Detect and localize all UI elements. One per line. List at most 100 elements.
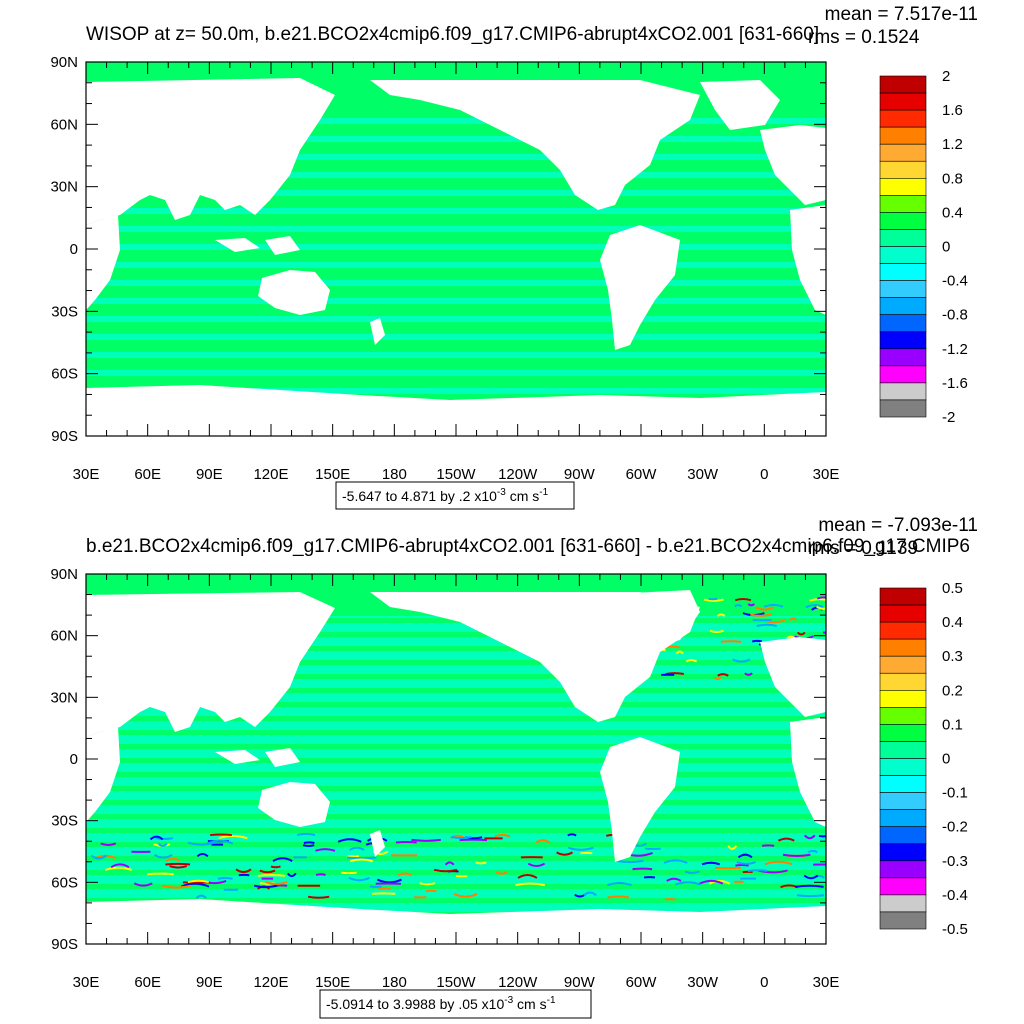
panel-2-land-south-america bbox=[600, 737, 680, 862]
anomaly-squiggle bbox=[147, 872, 174, 876]
anomaly-squiggle bbox=[795, 884, 824, 888]
colorbar-swatch bbox=[879, 860, 927, 879]
anomaly-squiggle bbox=[567, 846, 594, 851]
anomaly-squiggle bbox=[720, 640, 742, 643]
colorbar-swatch bbox=[879, 758, 927, 776]
anomaly-squiggle bbox=[206, 839, 234, 845]
colorbar-swatch bbox=[879, 672, 927, 691]
panel-2-land-north-america bbox=[370, 592, 700, 722]
x-tick-label: 60E bbox=[134, 974, 161, 991]
anomaly-squiggle bbox=[607, 895, 630, 899]
colorbar-label: -0.8 bbox=[942, 307, 968, 324]
y-tick-label: 30S bbox=[51, 303, 78, 320]
colorbar-label: -1.2 bbox=[942, 341, 968, 358]
colorbar-label: -0.1 bbox=[942, 785, 968, 802]
panel-2: b.e21.BCO2x4cmip6.f09_g17.CMIP6-abrupt4x… bbox=[50, 515, 978, 1019]
colorbar-swatch bbox=[879, 314, 927, 333]
anomaly-squiggle bbox=[744, 672, 753, 676]
anomaly-squiggle bbox=[805, 604, 824, 609]
anomaly-squiggle bbox=[494, 833, 511, 838]
anomaly-squiggle bbox=[777, 837, 795, 842]
panel-1-land bbox=[86, 78, 826, 436]
y-tick-label: 60N bbox=[50, 116, 78, 133]
anomaly-squiggle bbox=[789, 617, 797, 622]
panel-2-land-greenland bbox=[612, 590, 700, 648]
anomaly-squiggle bbox=[747, 869, 768, 873]
x-tick-label: 60W bbox=[626, 974, 658, 991]
x-tick-label: 30E bbox=[813, 974, 840, 991]
colorbar-swatch bbox=[879, 229, 927, 247]
colorbar-swatch bbox=[879, 399, 927, 418]
colorbar-swatch bbox=[879, 143, 927, 162]
colorbar-swatch bbox=[879, 638, 927, 657]
anomaly-squiggle bbox=[782, 853, 811, 857]
x-tick-label: 60W bbox=[626, 466, 658, 483]
anomaly-squiggle bbox=[750, 613, 773, 617]
anomaly-squiggle bbox=[495, 871, 508, 875]
colorbar-label: 0 bbox=[942, 751, 950, 768]
y-tick-label: 30S bbox=[51, 813, 78, 830]
panel-2-rms: rms = 0.1139 bbox=[808, 538, 918, 559]
anomaly-squiggle bbox=[90, 854, 107, 860]
anomaly-squiggle bbox=[803, 834, 816, 840]
colorbar-swatch bbox=[879, 126, 927, 145]
anomaly-squiggle bbox=[459, 838, 488, 842]
x-tick-label: 150E bbox=[315, 466, 350, 483]
anomaly-squiggle bbox=[180, 882, 210, 888]
colorbar-swatch bbox=[879, 741, 927, 759]
anomaly-squiggle bbox=[162, 884, 191, 889]
anomaly-squiggle bbox=[450, 835, 472, 840]
anomaly-squiggle bbox=[674, 881, 702, 886]
colorbar-label: 0.4 bbox=[942, 204, 963, 221]
panel-2-land bbox=[86, 590, 826, 944]
panel-2-range-text: -5.0914 to 3.9988 by .05 x10-3 cm s-1 bbox=[326, 995, 556, 1012]
anomaly-squiggle bbox=[264, 881, 288, 886]
anomaly-squiggle bbox=[347, 854, 360, 858]
anomaly-squiggle bbox=[606, 881, 632, 887]
colorbar-label: 0.8 bbox=[942, 170, 963, 187]
panel-1-range-text: -5.647 to 4.871 by .2 x10-3 cm s-1 bbox=[342, 487, 549, 504]
anomaly-squiggle bbox=[709, 629, 724, 633]
anomaly-squiggle bbox=[716, 613, 726, 617]
x-tick-label: 150W bbox=[436, 974, 476, 991]
colorbar-swatch bbox=[879, 382, 927, 401]
panel-2-y-axis: 90N 60N 30N 0 30S 60S 90S bbox=[50, 566, 826, 953]
panel-2-land-indonesia bbox=[215, 748, 300, 767]
colorbar-swatch bbox=[879, 365, 927, 384]
x-tick-label: 30W bbox=[687, 466, 719, 483]
x-tick-label: 0 bbox=[760, 466, 768, 483]
panel-2-land-nz bbox=[370, 830, 385, 857]
colorbar-label: -0.3 bbox=[942, 853, 968, 870]
colorbar-swatch bbox=[879, 92, 927, 111]
anomaly-squiggle bbox=[717, 673, 729, 677]
anomaly-squiggle bbox=[349, 858, 374, 863]
colorbar-swatch bbox=[879, 826, 927, 845]
anomaly-squiggle bbox=[685, 659, 698, 663]
x-tick-label: 90E bbox=[196, 974, 223, 991]
x-tick-label: 30E bbox=[73, 974, 100, 991]
anomaly-squiggle bbox=[517, 873, 538, 879]
anomaly-squiggle bbox=[165, 857, 181, 863]
colorbar-swatch bbox=[879, 212, 927, 230]
x-tick-label: 0 bbox=[760, 974, 768, 991]
colorbar-swatch bbox=[879, 604, 927, 623]
y-tick-label: 90S bbox=[51, 936, 78, 953]
panel-2-land-europe bbox=[760, 637, 826, 717]
panel-1-land-europe bbox=[760, 125, 826, 205]
x-tick-label: 30E bbox=[73, 466, 100, 483]
anomaly-squiggle bbox=[761, 844, 775, 847]
panel-2-title: b.e21.BCO2x4cmip6.f09_g17.CMIP6-abrupt4x… bbox=[86, 536, 970, 557]
panel-1-land-africa bbox=[86, 215, 120, 310]
panel-2-land-africa-right bbox=[790, 717, 826, 827]
anomaly-squiggle bbox=[764, 860, 793, 866]
anomaly-squiggle bbox=[796, 894, 824, 898]
panel-1-title: WISOP at z= 50.0m, b.e21.BCO2x4cmip6.f09… bbox=[86, 24, 819, 45]
anomaly-squiggle bbox=[235, 868, 252, 874]
y-tick-label: 0 bbox=[70, 241, 78, 258]
x-tick-label: 120E bbox=[253, 466, 288, 483]
colorbar-swatch bbox=[879, 877, 927, 896]
x-tick-label: 90W bbox=[564, 466, 596, 483]
anomaly-squiggle bbox=[751, 639, 763, 643]
panel-1-mean: mean = 7.517e-11 bbox=[825, 4, 978, 25]
y-tick-label: 60N bbox=[50, 628, 78, 645]
